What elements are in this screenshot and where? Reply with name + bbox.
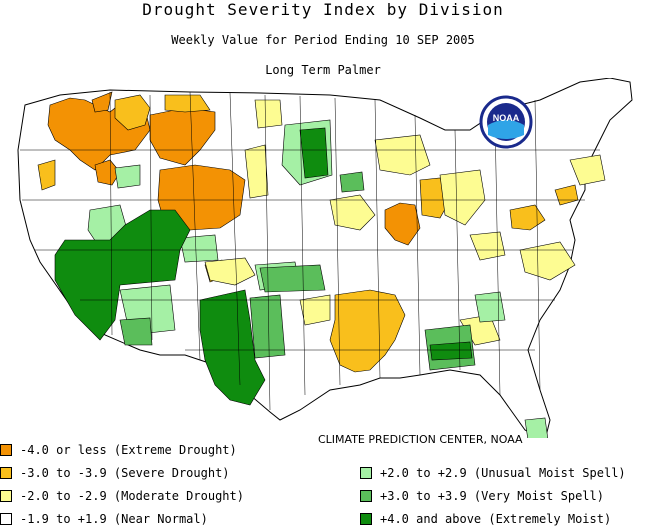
northern-california-severe (37, 159, 56, 191)
legend-swatch (0, 513, 12, 525)
legend-label: +2.0 to +2.9 (Unusual Moist Spell) (380, 466, 626, 480)
georgia-moist (474, 291, 506, 323)
carolinas-moderate (519, 241, 576, 281)
florida-moist (524, 417, 549, 438)
iowa-moderate (329, 194, 376, 231)
oregon-extreme (94, 159, 121, 186)
washington-moderate (254, 99, 283, 129)
texas-west-very-moist (249, 294, 286, 359)
legend-label: -2.0 to -2.9 (Moderate Drought) (20, 489, 244, 503)
noaa-logo-icon: NOAA (479, 95, 533, 149)
arkansas-louisiana-severe (329, 289, 406, 373)
new-england-moderate (569, 154, 606, 186)
legend-item-moderate-drought: -2.0 to -2.9 (Moderate Drought) (0, 488, 244, 504)
us-climate-division-map (17, 78, 633, 438)
legend-item-extreme-drought: -4.0 or less (Extreme Drought) (0, 442, 237, 458)
oklahoma-very-moist (259, 264, 326, 293)
kentucky-moderate (469, 231, 506, 261)
virginia-severe (509, 204, 546, 231)
legend-swatch (0, 467, 12, 479)
us-outline (17, 78, 633, 438)
index-name: Long Term Palmer (265, 63, 381, 77)
legend-swatch (360, 513, 372, 525)
legend-item-near-normal: -1.9 to +1.9 (Near Normal) (0, 511, 208, 527)
legend-label: +4.0 and above (Extremely Moist) (380, 512, 612, 526)
southwest-extremely-moist (54, 209, 191, 341)
legend-item-severe-drought: -3.0 to -3.9 (Severe Drought) (0, 465, 230, 481)
mississippi-extremely-moist (429, 341, 473, 361)
new-mexico-moist (179, 234, 219, 263)
southern-california-very-moist (119, 317, 153, 346)
iowa-very-moist (339, 171, 365, 193)
colorado-moderate (204, 257, 256, 286)
moderate-drought-regions (204, 99, 606, 346)
extreme-drought-regions (47, 91, 421, 246)
wisconsin-moderate (374, 134, 431, 176)
legend-swatch (0, 444, 12, 456)
legend-item-extremely-moist: +4.0 and above (Extremely Moist) (360, 511, 611, 527)
idaho-severe (164, 94, 211, 113)
montana-severe (114, 94, 151, 131)
legend-swatch (360, 490, 372, 502)
map-subtitle: Weekly Value for Period Ending 10 SEP 20… (171, 33, 475, 47)
legend-swatch (360, 467, 372, 479)
legend-label: +3.0 to +3.9 (Very Moist Spell) (380, 489, 604, 503)
dakota-moderate (244, 144, 269, 199)
north-dakota-extremely-moist (299, 127, 329, 179)
noaa-logo-text: NOAA (493, 113, 520, 123)
legend-label: -1.9 to +1.9 (Near Normal) (20, 512, 208, 526)
wyoming-moist (114, 164, 141, 189)
indiana-ohio-moderate (439, 169, 486, 226)
legend-label: -4.0 or less (Extreme Drought) (20, 443, 237, 457)
division-boundaries (20, 91, 600, 411)
texas-north-moderate (299, 294, 331, 326)
legend-label: -3.0 to -3.9 (Severe Drought) (20, 466, 230, 480)
montana-east-extreme (91, 91, 113, 113)
extremely-moist-regions (54, 127, 473, 406)
illinois-extreme (384, 202, 421, 246)
legend-item-unusual-moist: +2.0 to +2.9 (Unusual Moist Spell) (360, 465, 626, 481)
legend-swatch (0, 490, 12, 502)
map-title: Drought Severity Index by Division (142, 0, 504, 19)
credit-text: CLIMATE PREDICTION CENTER, NOAA (318, 433, 523, 446)
legend-item-very-moist: +3.0 to +3.9 (Very Moist Spell) (360, 488, 604, 504)
